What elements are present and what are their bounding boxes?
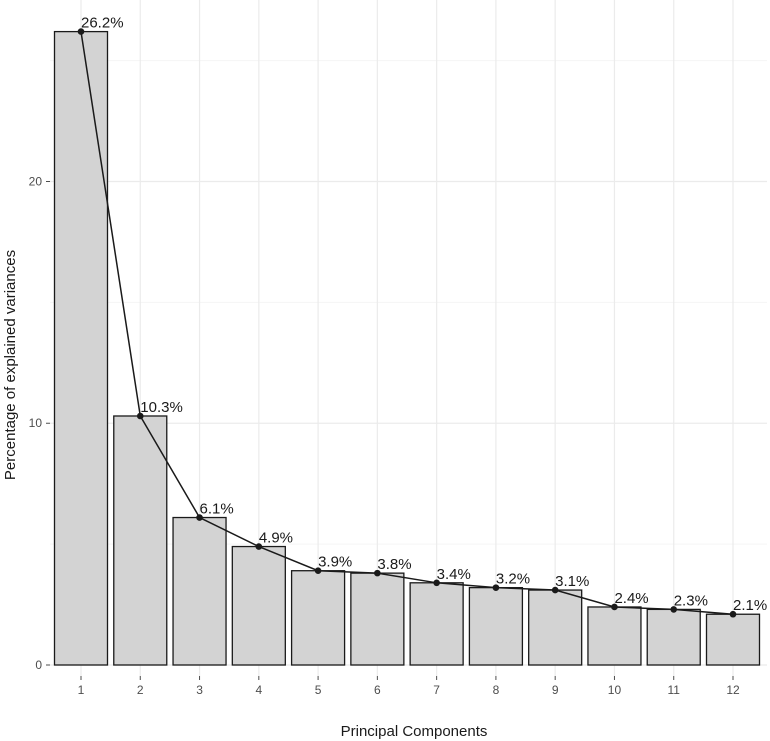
minor-gridlines: [50, 60, 767, 545]
data-label: 3.8%: [377, 556, 411, 573]
data-label: 4.9%: [259, 530, 293, 547]
x-tick-label: 6: [374, 683, 381, 697]
x-axis: 1 2 3 4 5 6 7 8 9 10 11 12: [78, 676, 740, 697]
bar: [53, 30, 109, 666]
data-label: 3.1%: [555, 573, 589, 590]
x-tick-label: 4: [255, 683, 262, 697]
bar: [231, 545, 286, 666]
bar: [350, 572, 405, 666]
data-point: [255, 543, 263, 550]
data-point: [374, 569, 381, 577]
data-point: [611, 603, 618, 611]
major-gridlines: [50, 0, 767, 676]
bar: [290, 570, 346, 666]
x-tick-label: 8: [493, 683, 500, 697]
x-tick-label: 11: [667, 683, 680, 697]
bar: [409, 582, 464, 666]
bar: [528, 589, 583, 666]
data-label: 10.3%: [140, 399, 183, 416]
bar: [468, 586, 524, 666]
data-labels: 26.2% 10.3% 6.1% 4.9% 3.9% 3.8% 3.4% 3.2% 3.1% 2.…: [81, 15, 767, 615]
x-tick-label: 3: [196, 683, 203, 697]
y-tick-label: 0: [35, 658, 42, 672]
data-point: [729, 610, 737, 618]
x-tick-label: 12: [726, 683, 740, 697]
y-tick-label: 10: [29, 416, 43, 430]
bar: [172, 516, 227, 666]
series-line: [80, 31, 734, 615]
bar: [705, 613, 761, 666]
data-point: [196, 514, 203, 521]
data-point: [551, 586, 559, 594]
data-label: 3.9%: [318, 554, 352, 571]
data-point: [314, 567, 322, 575]
data-point: [433, 579, 440, 587]
data-label: 6.1%: [200, 501, 234, 518]
data-point: [670, 606, 678, 613]
line-series: [80, 31, 734, 615]
data-label: 2.1%: [733, 597, 767, 614]
data-point: [492, 584, 500, 591]
y-axis-title: Percentage of explained variances: [2, 250, 19, 480]
bar-series: [53, 30, 761, 666]
data-point: [136, 412, 144, 420]
data-label: 2.3%: [674, 592, 708, 609]
data-label: 2.4%: [614, 590, 648, 607]
x-tick-label: 10: [608, 683, 622, 697]
bar: [646, 608, 701, 666]
data-label: 3.4%: [437, 566, 471, 583]
x-tick-label: 1: [78, 683, 85, 697]
data-label: 3.2%: [496, 571, 530, 588]
y-tick-label: 20: [29, 174, 43, 188]
x-axis-title: Principal Components: [341, 723, 488, 740]
x-tick-label: 7: [433, 683, 440, 697]
y-axis: 0 10 20: [29, 174, 50, 672]
x-tick-label: 5: [315, 683, 322, 697]
data-label: 26.2%: [81, 15, 124, 32]
bar: [587, 606, 642, 666]
bar: [113, 415, 168, 666]
x-tick-label: 2: [137, 683, 144, 697]
point-series: [77, 28, 737, 618]
data-point: [77, 28, 85, 35]
x-tick-label: 9: [552, 683, 559, 697]
